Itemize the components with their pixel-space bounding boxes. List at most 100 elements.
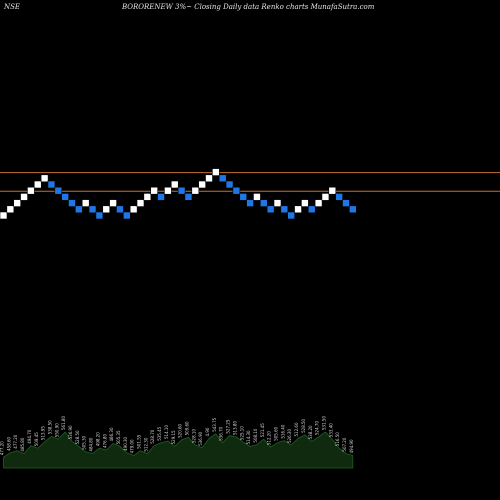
renko-brick-21: [136, 199, 145, 207]
volume-label-7: 513.95: [41, 426, 46, 440]
renko-brick-31: [205, 174, 213, 183]
volume-label-19: 490.30: [123, 436, 128, 450]
renko-brick-24: [157, 193, 165, 201]
volume-label-40: 512.20: [267, 431, 272, 445]
renko-brick-50: [335, 193, 343, 201]
volume-label-15: 498.20: [95, 432, 100, 446]
renko-brick-8: [47, 180, 56, 189]
volume-label-2: 458.60: [6, 436, 11, 450]
chart-title: BORORENEW 3%~ Closing Daily data Renko c…: [122, 3, 375, 11]
renko-brick-51: [342, 199, 350, 207]
volume-area: [3, 431, 354, 469]
renko-brick-19: [123, 211, 131, 220]
renko-brick-28: [184, 193, 193, 201]
renko-brick-17: [109, 199, 117, 207]
renko-brick-49: [328, 186, 337, 195]
renko-brick-9: [54, 186, 63, 195]
renko-brick-30: [198, 180, 206, 189]
renko-brick-7: [40, 174, 49, 183]
exchange-label: NSE: [4, 3, 21, 11]
renko-brick-40: [266, 205, 275, 214]
volume-label-52: 494.90: [349, 439, 354, 453]
volume-label-39: 521.45: [260, 423, 265, 437]
volume-label-11: 536.90: [68, 425, 73, 439]
volume-label-3: 477.20: [13, 434, 18, 448]
volume-label-27: 520.60: [178, 423, 183, 437]
renko-brick-43: [287, 211, 296, 220]
volume-label-48: 531.50: [321, 416, 326, 430]
volume-label-43: 526.30: [287, 429, 292, 443]
renko-brick-5: [27, 186, 35, 195]
volume-label-38: 508.10: [253, 428, 258, 442]
renko-brick-20: [129, 205, 138, 214]
renko-brick-1: [0, 211, 8, 220]
renko-brick-4: [20, 193, 28, 201]
renko-brick-11: [68, 199, 76, 207]
volume-label-49: 533.40: [328, 423, 333, 437]
volume-label-31: 4.90: [205, 427, 210, 436]
renko-brick-32: [212, 168, 220, 176]
volume-label-6: 509.45: [34, 432, 39, 446]
volume-label-34: 527.25: [226, 419, 231, 433]
renko-brick-3: [13, 199, 21, 207]
renko-brick-6: [33, 180, 42, 189]
renko-brick-22: [143, 193, 152, 201]
volume-label-24: 535.45: [157, 426, 162, 440]
volume-label-37: 514.30: [246, 430, 251, 444]
volume-label-36: 525.10: [239, 426, 244, 440]
renko-brick-10: [61, 193, 69, 201]
volume-label-46: 538.20: [308, 425, 313, 439]
volume-label-51: 507.20: [342, 437, 347, 451]
renko-brick-16: [102, 205, 111, 214]
chart-header: NSE BORORENEW 3%~ Closing Daily data Ren…: [0, 0, 500, 14]
renko-brick-44: [294, 205, 302, 214]
renko-brick-36: [239, 193, 248, 201]
renko-brick-48: [321, 193, 330, 201]
renko-brick-2: [6, 205, 15, 214]
renko-brick-35: [232, 186, 241, 195]
volume-label-30: 536.90: [198, 431, 203, 445]
volume-label-28: 509.60: [184, 421, 189, 435]
volume-label-5: 494.70: [27, 429, 32, 443]
volume-label-22: 512.30: [143, 437, 148, 451]
renko-brick-42: [280, 205, 289, 214]
volume-label-1: 477.20: [0, 441, 5, 455]
renko-brick-37: [246, 199, 254, 207]
renko-brick-33: [218, 174, 227, 183]
renko-brick-52: [349, 205, 357, 214]
volume-label-44: 512.60: [294, 422, 299, 436]
renko-brick-41: [273, 199, 282, 207]
renko-brick-38: [253, 193, 261, 201]
volume-label-25: 514.10: [164, 425, 169, 439]
volume-label-32: 543.75: [212, 417, 217, 431]
renko-brick-46: [307, 205, 316, 214]
volume-label-41: 505.60: [274, 426, 279, 440]
volume-label-17: 486.30: [109, 427, 114, 441]
renko-brick-29: [191, 186, 200, 195]
volume-label-20: 479.00: [130, 439, 135, 453]
volume-label-33: 536.70: [219, 426, 224, 440]
volume-label-9: 550.90: [54, 423, 59, 437]
volume-label-23: 528.70: [150, 429, 155, 443]
volume-label-8: 538.50: [47, 420, 52, 434]
renko-brick-26: [170, 180, 179, 189]
renko-brick-15: [95, 211, 104, 220]
volume-label-47: 524.70: [315, 421, 320, 435]
volume-label-10: 561.80: [61, 416, 66, 430]
volume-label-45: 528.50: [301, 418, 306, 432]
renko-brick-23: [150, 186, 158, 195]
renko-brick-12: [75, 205, 83, 214]
volume-label-12: 528.50: [75, 430, 80, 444]
volume-label-29: 528.10: [191, 429, 196, 443]
volume-label-18: 505.35: [116, 430, 121, 444]
renko-brick-39: [259, 199, 268, 207]
volume-label-16: 476.80: [102, 434, 107, 448]
renko-brick-25: [164, 186, 172, 195]
volume-label-35: 513.80: [232, 421, 237, 435]
volume-label-21: 501.55: [137, 434, 142, 448]
volume-label-42: 516.40: [280, 424, 285, 438]
volume-label-4: 485.80: [20, 437, 25, 451]
renko-brick-13: [81, 199, 90, 207]
renko-brick-34: [225, 180, 234, 189]
